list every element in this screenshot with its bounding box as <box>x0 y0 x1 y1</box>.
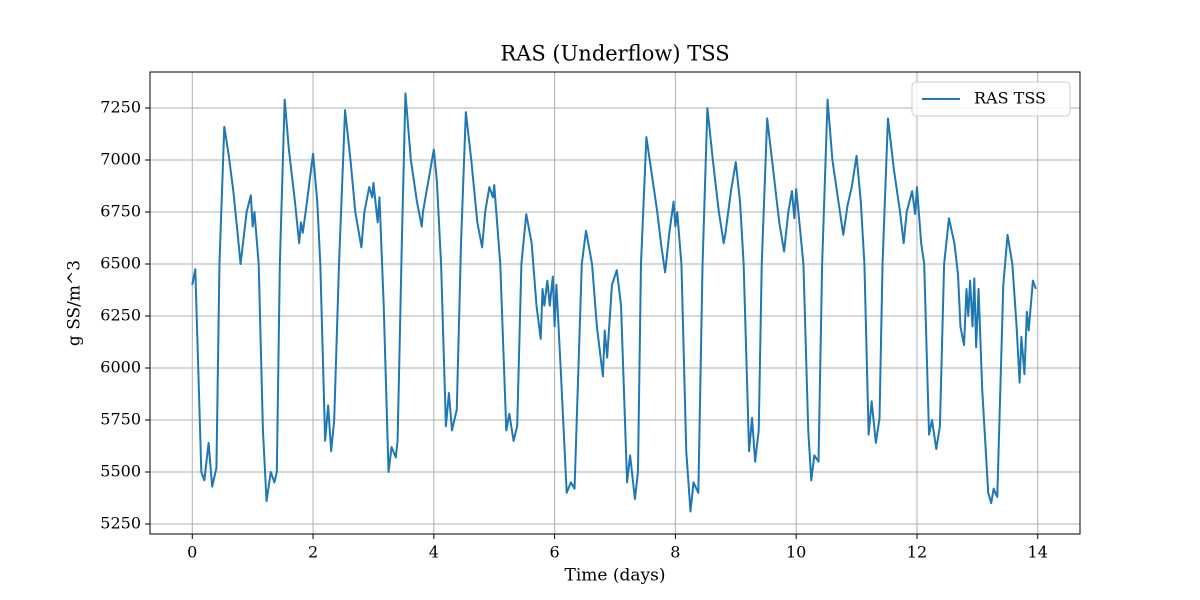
y-tick-label: 5750 <box>100 410 141 429</box>
x-tick-label: 8 <box>670 543 680 562</box>
chart-title: RAS (Underflow) TSS <box>500 42 729 66</box>
legend-label: RAS TSS <box>974 89 1046 108</box>
x-tick-label: 4 <box>429 543 439 562</box>
x-tick-label: 12 <box>907 543 927 562</box>
y-tick-label: 7250 <box>100 97 141 116</box>
x-tick-label: 2 <box>308 543 318 562</box>
y-tick-label: 6250 <box>100 306 141 325</box>
y-tick-label: 5250 <box>100 514 141 533</box>
legend-box <box>911 81 1071 117</box>
y-tick-label: 6500 <box>100 253 141 272</box>
y-tick-label: 7000 <box>100 149 141 168</box>
y-tick-label: 6000 <box>100 358 141 377</box>
y-tick-label: 5500 <box>100 462 141 481</box>
x-tick-label: 6 <box>550 543 560 562</box>
x-axis-label: Time (days) <box>565 566 666 586</box>
plot-frame <box>149 71 1081 535</box>
x-tick-label: 10 <box>786 543 806 562</box>
y-tick-label: 6750 <box>100 201 141 220</box>
x-tick-label: 14 <box>1028 543 1048 562</box>
data-line <box>191 92 1037 513</box>
x-tick-label: 0 <box>187 543 197 562</box>
y-axis-label: g SS/m^3 <box>65 260 85 346</box>
